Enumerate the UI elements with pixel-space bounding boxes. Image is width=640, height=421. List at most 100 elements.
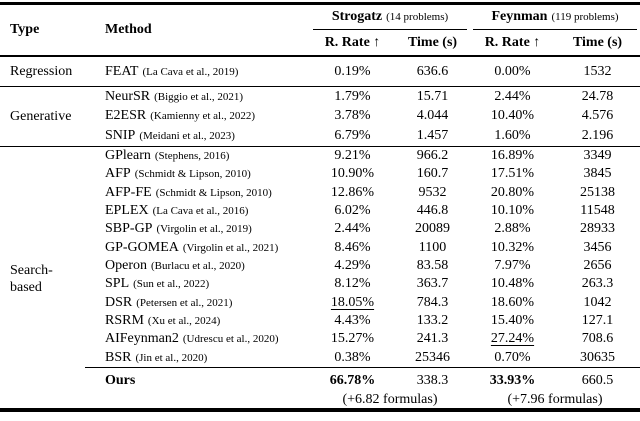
strogatz-time-cell: 966.2	[416, 147, 449, 163]
ours-notes-row: (+6.82 formulas) (+7.96 formulas)	[95, 392, 640, 408]
section-rule	[0, 145, 640, 147]
method-cell: GPlearn (Stephens, 2016)	[95, 148, 310, 164]
strogatz-time-cell: 784.3	[416, 294, 449, 310]
table-row: FEAT (La Cava et al., 2019) 0.19% 636.6 0…	[95, 57, 640, 86]
method-cell: NeurSR (Biggio et al., 2021)	[95, 89, 310, 105]
feynman-rate-cell: 20.80%	[490, 184, 535, 200]
feynman-time-cell: 4.576	[581, 108, 614, 124]
strogatz-midrule	[313, 29, 467, 30]
feynman-time-cell: 24.78	[581, 88, 614, 104]
feynman-time-cell: 1042	[583, 294, 612, 310]
type-label: Search-based	[10, 262, 53, 295]
strogatz-title: Strogatz (14 problems)	[310, 5, 470, 29]
strogatz-rate-header: R. Rate ↑	[324, 34, 381, 50]
method-citation: (Schmidt & Lipson, 2010)	[155, 186, 272, 199]
method-cell: SNIP (Meidani et al., 2023)	[95, 128, 310, 144]
feynman-rate-cell: 0.00%	[494, 63, 531, 79]
method-cell: FEAT (La Cava et al., 2019)	[95, 64, 310, 80]
strogatz-time-header: Time (s)	[407, 34, 458, 50]
feynman-time-cell: 263.3	[581, 276, 614, 292]
method-name: Operon	[105, 257, 147, 273]
method-name: GPlearn	[105, 147, 151, 163]
strogatz-time-cell: 83.58	[416, 257, 449, 273]
method-citation: (Biggio et al., 2021)	[154, 90, 244, 103]
table-row: SBP-GP (Virgolin et al., 2019) 2.44% 2008…	[95, 220, 640, 238]
table-row: SNIP (Meidani et al., 2023) 6.79% 1.457 1…	[95, 126, 640, 146]
feynman-rate-cell: 16.89%	[490, 147, 535, 163]
feynman-time-cell: 2.196	[581, 127, 614, 143]
strogatz-rate-cell: 2.44%	[334, 221, 371, 237]
method-cell: AFP-FE (Schmidt & Lipson, 2010)	[95, 185, 310, 201]
strogatz-time-cell: 4.044	[416, 108, 449, 124]
method-citation: (Burlacu et al., 2020)	[151, 259, 245, 272]
feynman-rate-header: R. Rate ↑	[484, 34, 541, 50]
strogatz-time-cell: 9532	[418, 184, 447, 200]
method-citation: (Kamienny et al., 2022)	[150, 110, 256, 123]
ours-row: Ours 66.78% 338.3 33.93% 660.5	[95, 371, 640, 392]
strogatz-rate-cell: 9.21%	[334, 147, 371, 163]
method-name: NeurSR	[105, 88, 151, 104]
strogatz-note: (14 problems)	[386, 11, 449, 23]
table-row: BSR (Jin et al., 2020) 0.38% 25346 0.70% …	[95, 348, 640, 366]
feynman-time-cell: 1532	[583, 63, 612, 79]
feynman-time-cell: 28933	[580, 221, 615, 237]
method-citation: (Sun et al., 2022)	[133, 278, 210, 291]
ours-label: Ours	[105, 373, 136, 389]
table-row: RSRM (Xu et al., 2024) 4.43% 133.2 15.40%…	[95, 312, 640, 330]
method-name: GP-GOMEA	[105, 239, 179, 255]
feynman-rate-cell: 10.48%	[490, 276, 535, 292]
feynman-rate-cell: 1.60%	[494, 127, 531, 143]
strogatz-time-cell: 160.7	[416, 166, 449, 182]
strogatz-time-cell: 1.457	[416, 127, 449, 143]
strogatz-rate-cell: 8.46%	[334, 239, 371, 255]
table-row: E2ESR (Kamienny et al., 2022) 3.78% 4.044…	[95, 107, 640, 127]
strogatz-rate-cell: 0.19%	[334, 63, 371, 79]
method-name: EPLEX	[105, 202, 149, 218]
feynman-time-cell: 30635	[580, 349, 615, 365]
feynman-rate-cell: 2.44%	[494, 88, 531, 104]
feynman-rate-cell: 0.70%	[494, 349, 531, 365]
type-label: Generative	[10, 108, 72, 124]
table-row: NeurSR (Biggio et al., 2021) 1.79% 15.71 …	[95, 87, 640, 107]
top-rule	[0, 2, 640, 5]
section-rule	[0, 86, 640, 87]
method-citation: (La Cava et al., 2016)	[152, 204, 249, 217]
strogatz-time-cell: 25346	[415, 349, 450, 365]
feynman-midrule	[473, 29, 637, 30]
method-citation: (Virgolin et al., 2019)	[156, 223, 252, 236]
method-name: SBP-GP	[105, 221, 153, 237]
feynman-rate-cell: 10.32%	[490, 239, 535, 255]
table-header: Type Method Strogatz (14 problems) R. Ra…	[0, 5, 640, 55]
header-group-strogatz: Strogatz (14 problems) R. Rate ↑ Time (s…	[310, 5, 470, 55]
strogatz-time-cell: 363.7	[416, 276, 449, 292]
strogatz-rate-cell: 3.78%	[334, 108, 371, 124]
method-cell: RSRM (Xu et al., 2024)	[95, 313, 310, 329]
feynman-time-cell: 3349	[583, 147, 612, 163]
strogatz-rate-cell: 6.02%	[334, 202, 371, 218]
strogatz-rate-cell: 6.79%	[334, 127, 371, 143]
table-row: GP-GOMEA (Virgolin et al., 2021) 8.46% 11…	[95, 238, 640, 256]
section-regression: Regression FEAT (La Cava et al., 2019) 0.…	[0, 57, 640, 86]
method-citation: (Jin et al., 2020)	[135, 351, 208, 364]
strogatz-subheaders: R. Rate ↑ Time (s)	[310, 30, 470, 55]
feynman-time-cell: 3845	[583, 166, 612, 182]
feynman-rate-cell: 2.88%	[494, 221, 531, 237]
method-cell: AFP (Schmidt & Lipson, 2010)	[95, 166, 310, 182]
strogatz-rate-cell-best-underlined: 18.05%	[330, 294, 375, 310]
strogatz-rate-cell: 1.79%	[334, 88, 371, 104]
bottom-rule	[0, 407, 640, 413]
method-cell: E2ESR (Kamienny et al., 2022)	[95, 108, 310, 124]
method-citation: (Xu et al., 2024)	[147, 314, 221, 327]
table-row: DSR (Petersen et al., 2021) 18.05% 784.3 …	[95, 293, 640, 311]
feynman-name: Feynman	[491, 9, 548, 24]
method-name: AFP-FE	[105, 184, 152, 200]
strogatz-time-cell: 241.3	[416, 331, 449, 347]
feynman-title: Feynman (119 problems)	[470, 5, 640, 29]
method-cell: Operon (Burlacu et al., 2020)	[95, 258, 310, 274]
feynman-time-cell: 708.6	[581, 331, 614, 347]
method-name: DSR	[105, 294, 133, 310]
strogatz-rate-cell: 12.86%	[330, 184, 375, 200]
ours-rule	[85, 366, 640, 368]
method-name: FEAT	[105, 63, 139, 79]
header-type: Type	[10, 22, 40, 37]
